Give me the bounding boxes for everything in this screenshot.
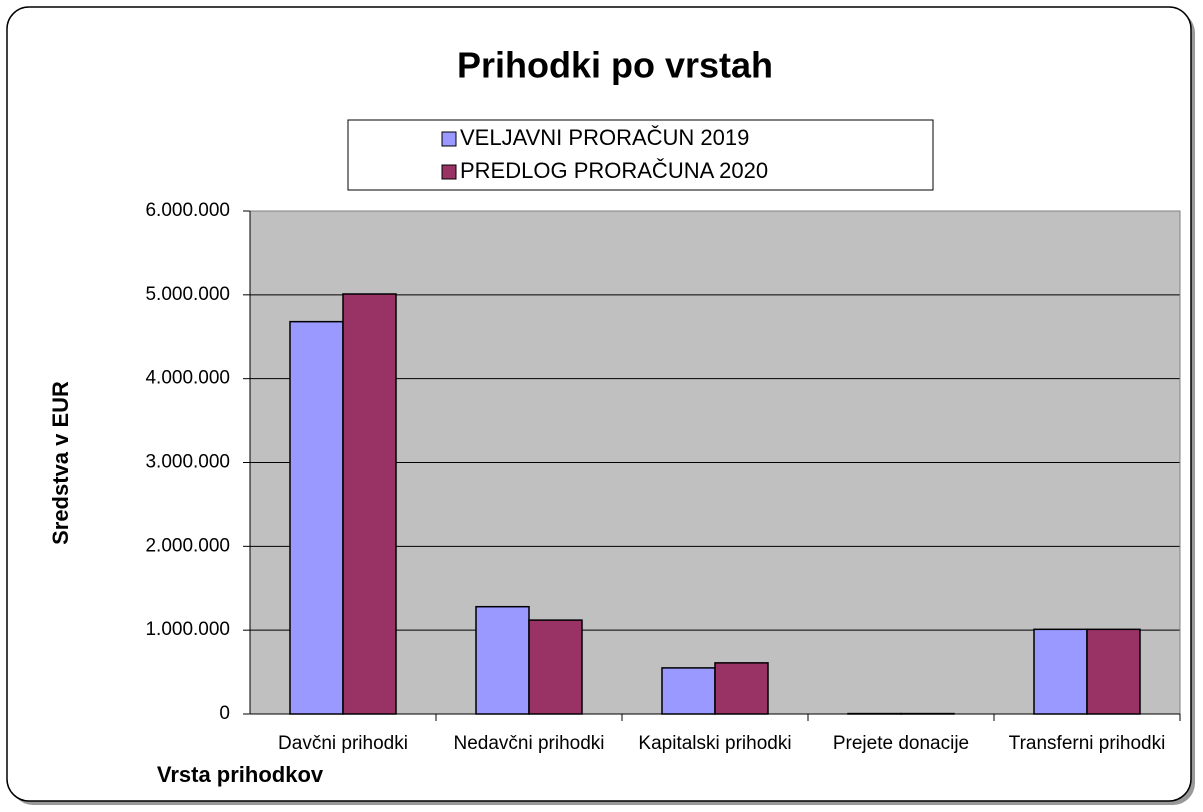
x-tick-label: Kapitalski prihodki [638, 733, 792, 754]
y-tick-label: 2.000.000 [145, 535, 230, 556]
x-tick-label: Transferni prihodki [1008, 733, 1166, 754]
bar [289, 320, 344, 715]
x-axis-title: Vrsta prihodkov [157, 762, 324, 787]
bar [714, 662, 769, 715]
bar [528, 619, 583, 715]
x-tick-label: Prejete donacije [832, 733, 970, 754]
y-tick-label: 4.000.000 [145, 368, 230, 389]
x-tick-label: Nedavčni prihodki [453, 733, 605, 754]
bar [661, 667, 716, 715]
bar [475, 605, 530, 715]
chart-title: Prihodki po vrstah [457, 45, 773, 86]
x-tick-label: Davčni prihodki [278, 733, 408, 754]
y-tick-label: 3.000.000 [145, 452, 230, 473]
y-axis-title: Sredstva v EUR [48, 381, 73, 545]
bar [1033, 628, 1088, 715]
legend-label: VELJAVNI PRORAČUN 2019 [460, 125, 749, 150]
y-tick-label: 0 [219, 703, 230, 724]
legend-swatch [441, 131, 457, 147]
legend-swatch [441, 164, 457, 180]
legend-label: PREDLOG PRORAČUNA 2020 [460, 158, 768, 183]
y-tick-label: 5.000.000 [145, 284, 230, 305]
bar [342, 293, 397, 715]
bar [1086, 628, 1141, 715]
y-tick-label: 1.000.000 [145, 619, 230, 640]
y-tick-label: 6.000.000 [145, 200, 230, 221]
